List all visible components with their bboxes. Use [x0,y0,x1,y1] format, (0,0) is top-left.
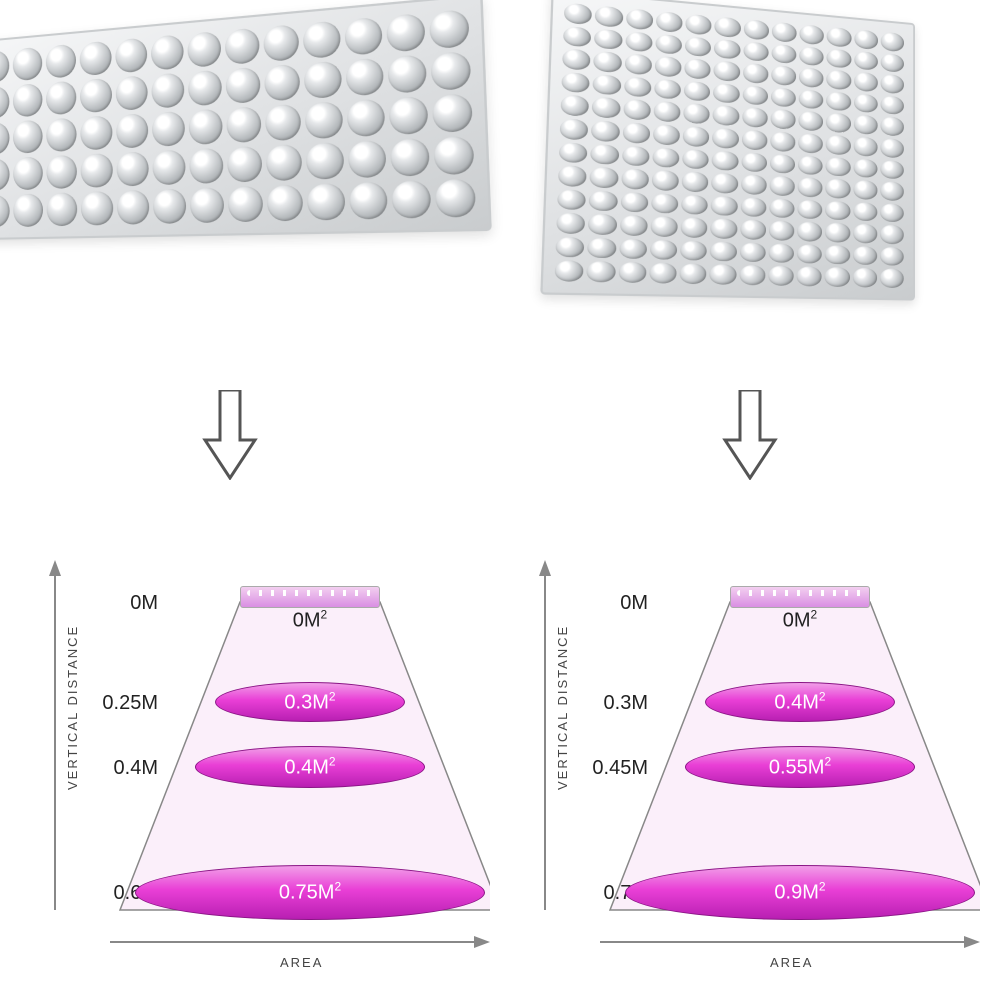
area-value: 0.4M2 [774,690,825,715]
area-value: 0.4M2 [284,755,335,780]
distance-value: 0.4M [88,757,158,780]
coverage-diagram-a: VERTICAL DISTANCE AREA0M20M0.25M0.3M20.4… [40,560,490,980]
area-value: 0.55M2 [769,755,831,780]
area-value-top: 0M2 [293,608,327,633]
area-value: 0.3M2 [284,690,335,715]
coverage-diagram-b: VERTICAL DISTANCE AREA0M20M0.3M0.4M20.45… [530,560,980,980]
lamp-bar [730,586,870,608]
led-panel-square [540,0,915,301]
area-value: 0.9M2 [774,880,825,905]
area-value: 0.75M2 [279,880,341,905]
distance-value: 0.3M [578,692,648,715]
distance-value: 0.45M [578,757,648,780]
distance-value: 0.25M [88,692,158,715]
down-arrow-icon [720,390,780,480]
distance-value: 0M [578,592,648,615]
product-panels [0,0,1000,380]
area-value-top: 0M2 [783,608,817,633]
lamp-bar [240,586,380,608]
led-panel-rect [0,0,492,240]
down-arrow-icon [200,390,260,480]
distance-value: 0M [88,592,158,615]
